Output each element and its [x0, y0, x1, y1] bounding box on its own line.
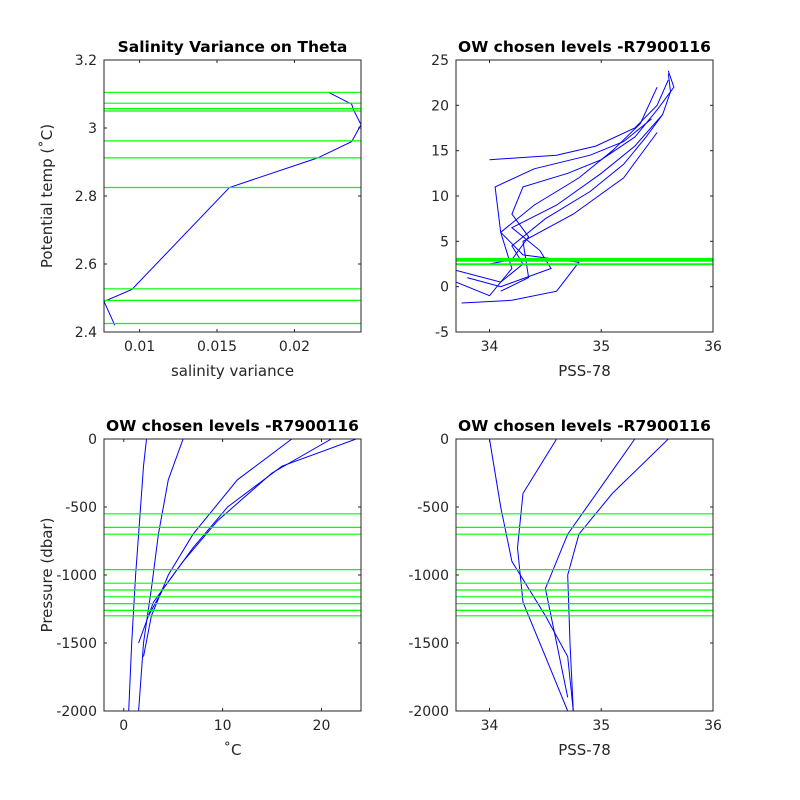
x-axis-label: salinity variance [171, 362, 294, 380]
x-tick-label: 10 [214, 718, 232, 734]
x-tick-label: 36 [704, 339, 722, 355]
series-line-4 [467, 114, 664, 288]
series-line-0 [128, 439, 147, 711]
x-tick-label: 0 [119, 718, 128, 734]
series-line-0 [104, 91, 361, 326]
y-tick-label: -1000 [56, 568, 97, 584]
y-tick-label: -1000 [408, 568, 449, 584]
y-axis-label: Potential temp (˚C) [38, 124, 56, 268]
x-tick-label: 0.01 [124, 339, 155, 355]
y-axis-label: Pressure (dbar) [38, 518, 56, 633]
plot-area [456, 70, 713, 304]
axes-box [103, 59, 362, 333]
series-line-6 [500, 132, 658, 292]
x-tick-label: 35 [592, 339, 610, 355]
x-axis-label: PSS-78 [558, 741, 611, 759]
plot-area [104, 91, 361, 326]
y-tick-label: 20 [431, 98, 449, 114]
x-axis-label: ˚C [224, 741, 242, 759]
y-tick-label: 2.8 [75, 189, 97, 205]
plot-area [456, 439, 713, 711]
x-axis-label: PSS-78 [558, 362, 611, 380]
y-tick-label: -2000 [56, 704, 97, 720]
series-line-1 [456, 86, 658, 297]
y-tick-label: 15 [431, 144, 449, 160]
chart-panel-0: 0.01 0.015 0.02 2.4 2.6 2.8 3 3.2 Salinity Varia… [38, 38, 362, 380]
y-tick-label: -1500 [56, 636, 97, 652]
plot-area [104, 439, 361, 711]
x-tick-label: 35 [592, 718, 610, 734]
series-line-5 [489, 79, 669, 161]
x-tick-label: 34 [481, 718, 499, 734]
y-tick-label: 3 [88, 121, 97, 137]
series-line-1 [138, 439, 184, 711]
series-line-1 [567, 439, 669, 711]
x-tick-label: 20 [313, 718, 331, 734]
y-tick-label: 0 [88, 432, 97, 448]
y-tick-label: -1500 [408, 636, 449, 652]
chart-title: Salinity Variance on Theta [118, 38, 348, 56]
x-tick-label: 34 [481, 339, 499, 355]
x-tick-label: 36 [704, 718, 722, 734]
y-tick-label: 0 [440, 280, 449, 296]
axes-box [455, 438, 714, 712]
chart-title: OW chosen levels -R7900116 [458, 38, 711, 56]
series-line-2 [516, 439, 569, 711]
series-line-0 [456, 73, 672, 283]
series-line-3 [489, 70, 675, 265]
y-tick-label: 0 [440, 432, 449, 448]
y-tick-label: 3.2 [75, 53, 97, 69]
series-line-0 [489, 439, 574, 711]
series-line-2 [461, 118, 652, 304]
series-line-3 [544, 439, 636, 698]
chart-panel-2: 0 10 20 -2000 -1500 -1000 -500 0 OW chosen level… [38, 417, 362, 759]
series-line-4 [143, 439, 293, 657]
y-tick-label: -500 [65, 500, 97, 516]
y-tick-label: 2.4 [75, 325, 97, 341]
axes-box [455, 59, 714, 333]
x-tick-label: 0.02 [279, 339, 310, 355]
y-tick-label: -2000 [408, 704, 449, 720]
x-tick-label: 0.015 [197, 339, 237, 355]
series-line-3 [138, 439, 332, 644]
chart-title: OW chosen levels -R7900116 [458, 417, 711, 435]
y-tick-label: 10 [431, 189, 449, 205]
chart-panel-1: 34 35 36 -5 0 5 10 15 20 25 OW chosen levels -R790… [431, 38, 722, 380]
y-tick-label: 25 [431, 53, 449, 69]
chart-title: OW chosen levels -R7900116 [106, 417, 359, 435]
y-tick-label: -500 [417, 500, 449, 516]
chart-panel-3: 34 35 36 -2000 -1500 -1000 -500 0 OW chosen leve… [408, 417, 722, 759]
y-tick-label: 2.6 [75, 257, 97, 273]
y-tick-label: -5 [435, 325, 449, 341]
y-tick-label: 5 [440, 234, 449, 250]
